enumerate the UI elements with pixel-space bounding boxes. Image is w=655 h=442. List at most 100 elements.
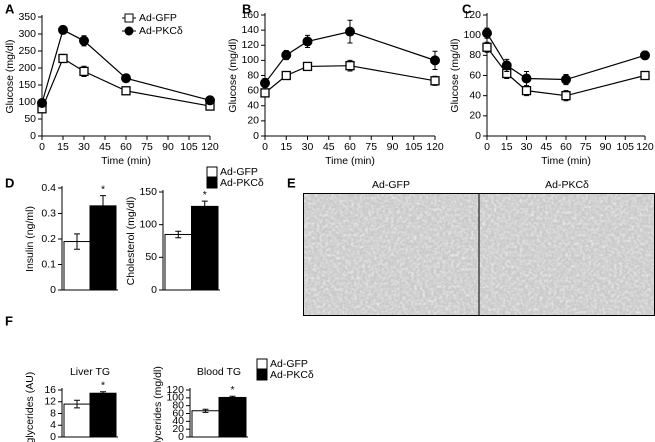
marker — [121, 86, 131, 96]
y-axis-label: Glucose (mg/dl) — [449, 38, 461, 112]
y-tick-label: 0 — [50, 284, 56, 296]
legend-marker — [124, 26, 134, 36]
bar — [164, 233, 192, 291]
micrograph-label: Ad-GFP — [372, 179, 410, 191]
y-tick-label: 60 — [469, 69, 481, 81]
y-tick-label: 20 — [247, 115, 259, 127]
marker — [302, 61, 313, 72]
y-tick-label: 60 — [172, 407, 184, 419]
legend-label: Ad-PKCδ — [139, 25, 183, 37]
y-tick-label: 100 — [139, 218, 157, 230]
y-tick-label: 0 — [151, 284, 157, 296]
y-tick-label: 20 — [172, 423, 184, 435]
y-tick-label: 12 — [44, 396, 56, 408]
marker — [302, 36, 313, 47]
marker — [521, 73, 532, 84]
bar — [218, 396, 247, 438]
x-tick-label: 15 — [501, 141, 513, 153]
x-tick-label: 105 — [180, 141, 198, 153]
x-tick-label: 60 — [560, 141, 572, 153]
x-tick-label: 45 — [323, 141, 335, 153]
x-tick-label: 120 — [636, 141, 654, 153]
error-bar — [74, 233, 80, 250]
marker — [640, 50, 650, 61]
bar — [89, 392, 117, 438]
panel-letter: C — [462, 1, 472, 16]
y-tick-label: 200 — [18, 62, 36, 74]
y-axis-label: Triglycerides (mg/dl) — [152, 366, 164, 442]
y-tick-label: 0.2 — [41, 233, 56, 245]
marker — [521, 85, 532, 96]
bar — [191, 205, 219, 291]
y-tick-label: 40 — [469, 89, 481, 101]
y-tick-label: 0 — [30, 130, 36, 142]
marker — [561, 91, 571, 101]
y-tick-label: 150 — [139, 186, 157, 198]
panel-letter: D — [5, 175, 14, 190]
legend-swatch — [206, 166, 218, 178]
significance-marker: * — [101, 183, 105, 195]
y-tick-label: 0 — [178, 431, 184, 442]
y-tick-label: 140 — [241, 24, 259, 36]
y-tick-label: 250 — [18, 45, 36, 57]
x-tick-label: 90 — [600, 141, 612, 153]
chart-title: Blood TG — [197, 366, 241, 378]
legend-label: Ad-PKCδ — [270, 369, 314, 381]
marker — [640, 70, 650, 81]
y-tick-label: 8 — [50, 407, 56, 419]
y-tick-label: 120 — [166, 384, 184, 396]
marker — [345, 61, 355, 71]
y-tick-label: 0 — [50, 431, 56, 442]
y-tick-label: 0.1 — [41, 258, 56, 270]
y-axis-label: Glucose (mg/dl) — [227, 38, 239, 112]
y-tick-label: 20 — [469, 110, 481, 122]
x-tick-label: 60 — [344, 141, 356, 153]
x-tick-label: 75 — [141, 141, 153, 153]
y-tick-label: 40 — [247, 100, 259, 112]
x-tick-label: 30 — [521, 141, 533, 153]
x-tick-label: 90 — [162, 141, 174, 153]
legend-label: Ad-GFP — [220, 166, 258, 178]
significance-marker: * — [230, 384, 234, 396]
error-bar — [100, 195, 106, 217]
significance-marker: * — [203, 189, 207, 201]
marker — [281, 50, 292, 61]
x-tick-label: 15 — [280, 141, 292, 153]
y-tick-label: 100 — [18, 96, 36, 108]
panel-letter: F — [5, 313, 13, 328]
x-axis-label: Time (min) — [325, 155, 375, 167]
marker — [482, 42, 492, 52]
x-tick-label: 105 — [405, 141, 423, 153]
error-bar — [202, 408, 209, 413]
y-tick-label: 16 — [44, 384, 56, 396]
x-tick-label: 90 — [387, 141, 399, 153]
x-tick-label: 75 — [580, 141, 592, 153]
bar — [63, 403, 91, 438]
legend-marker — [124, 13, 134, 23]
y-tick-label: 100 — [463, 29, 481, 41]
y-tick-label: 80 — [247, 69, 259, 81]
x-tick-label: 0 — [262, 141, 268, 153]
y-axis-label: Glucose (mg/dl) — [4, 39, 16, 113]
y-tick-label: 120 — [241, 39, 259, 51]
y-axis-label: Insulin (ng/ml) — [24, 206, 36, 272]
x-tick-label: 120 — [201, 141, 219, 153]
marker — [37, 98, 47, 109]
y-tick-label: 50 — [145, 251, 157, 263]
marker — [260, 78, 270, 89]
significance-marker: * — [101, 380, 105, 392]
x-tick-label: 0 — [484, 141, 490, 153]
x-tick-label: 15 — [57, 141, 69, 153]
y-tick-label: 0 — [253, 130, 259, 142]
y-tick-label: 4 — [50, 419, 56, 431]
marker — [58, 24, 68, 35]
error-bar — [74, 399, 80, 409]
x-tick-label: 75 — [365, 141, 377, 153]
y-tick-label: 80 — [469, 49, 481, 61]
x-tick-label: 30 — [78, 141, 90, 153]
marker — [281, 70, 291, 81]
error-bar — [100, 391, 106, 396]
marker — [79, 66, 89, 77]
chart-title: Liver TG — [70, 366, 110, 378]
